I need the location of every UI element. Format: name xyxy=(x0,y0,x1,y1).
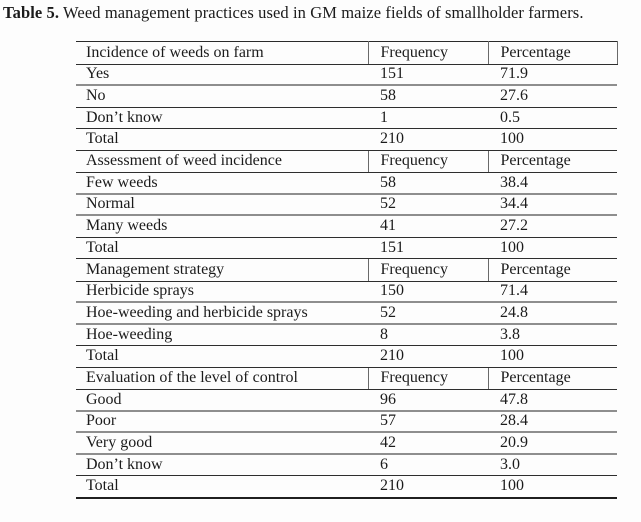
table-row: Hoe-weeding and herbicide sprays 52 24.8 xyxy=(76,302,617,325)
percentage-cell: 38.4 xyxy=(488,172,617,195)
table-row: Herbicide sprays 150 71.4 xyxy=(76,281,617,303)
table-row: No 58 27.6 xyxy=(76,85,617,108)
frequency-cell: 150 xyxy=(368,281,488,303)
percentage-cell: 24.8 xyxy=(488,302,617,325)
category-cell: Yes xyxy=(76,64,368,86)
section-header-row: Management strategy Frequency Percentage xyxy=(76,258,617,282)
caption-text: Weed management practices used in GM mai… xyxy=(59,3,584,22)
total-row: Total 210 100 xyxy=(76,475,617,499)
percentage-cell: 100 xyxy=(488,345,617,368)
percentage-cell: 71.9 xyxy=(488,64,617,86)
section-header-row: Assessment of weed incidence Frequency P… xyxy=(76,150,617,173)
section-title-cell: Evaluation of the level of control xyxy=(76,367,368,390)
table-row: Hoe-weeding 8 3.8 xyxy=(76,323,617,346)
category-cell: No xyxy=(76,85,368,108)
frequency-header-cell: Frequency xyxy=(367,367,488,390)
frequency-cell: 96 xyxy=(368,389,488,412)
percentage-cell: 47.8 xyxy=(488,389,617,412)
frequency-header-cell: Frequency xyxy=(367,150,488,173)
percentage-cell: 27.6 xyxy=(488,85,617,108)
frequency-cell: 58 xyxy=(368,172,488,195)
table-row: Good 96 47.8 xyxy=(76,389,617,412)
percentage-header-cell: Percentage xyxy=(487,367,617,390)
category-cell: Hoe-weeding xyxy=(76,323,368,346)
percentage-cell: 3.8 xyxy=(488,323,617,346)
table-row: Few weeds 58 38.4 xyxy=(76,172,617,195)
section-header-row: Evaluation of the level of control Frequ… xyxy=(76,367,617,390)
table-row: Don’t know 6 3.0 xyxy=(76,453,617,476)
percentage-cell: 71.4 xyxy=(488,281,617,303)
percentage-cell: 0.5 xyxy=(488,107,617,129)
category-cell: Total xyxy=(76,475,368,499)
frequency-cell: 57 xyxy=(368,410,488,433)
percentage-header-cell: Percentage xyxy=(487,41,618,65)
table-row: Very good 42 20.9 xyxy=(76,432,617,455)
section-header-row: Incidence of weeds on farm Frequency Per… xyxy=(76,41,618,65)
percentage-cell: 100 xyxy=(488,128,617,151)
frequency-header-cell: Frequency xyxy=(367,258,488,282)
category-cell: Very good xyxy=(76,432,368,455)
percentage-cell: 100 xyxy=(488,475,617,499)
total-row: Total 210 100 xyxy=(76,128,617,151)
section-title-cell: Assessment of weed incidence xyxy=(76,150,368,173)
table-caption: Table 5. Weed management practices used … xyxy=(3,3,584,23)
category-cell: Total xyxy=(76,128,368,151)
table-row: Yes 151 71.9 xyxy=(76,64,617,86)
total-row: Total 151 100 xyxy=(76,237,617,259)
table-row: Many weeds 41 27.2 xyxy=(76,215,617,238)
percentage-cell: 20.9 xyxy=(488,432,617,455)
category-cell: Don’t know xyxy=(76,107,368,129)
table-row: Don’t know 1 0.5 xyxy=(76,107,617,129)
frequency-cell: 6 xyxy=(368,453,488,476)
frequency-cell: 1 xyxy=(368,107,488,129)
category-cell: Hoe-weeding and herbicide sprays xyxy=(76,302,368,325)
category-cell: Normal xyxy=(76,193,368,216)
percentage-cell: 3.0 xyxy=(488,453,617,476)
table-row: Poor 57 28.4 xyxy=(76,410,617,433)
percentage-header-cell: Percentage xyxy=(487,258,617,282)
frequency-cell: 42 xyxy=(368,432,488,455)
category-cell: Good xyxy=(76,389,368,412)
frequency-cell: 151 xyxy=(368,237,488,259)
section-title-cell: Incidence of weeds on farm xyxy=(76,41,368,65)
percentage-header-cell: Percentage xyxy=(487,150,617,173)
category-cell: Total xyxy=(76,345,368,368)
frequency-cell: 41 xyxy=(368,215,488,238)
weed-management-table: Incidence of weeds on farm Frequency Per… xyxy=(76,41,618,499)
frequency-cell: 52 xyxy=(368,193,488,216)
frequency-cell: 210 xyxy=(368,128,488,151)
frequency-header-cell: Frequency xyxy=(367,41,488,65)
category-cell: Total xyxy=(76,237,368,259)
category-cell: Many weeds xyxy=(76,215,368,238)
frequency-cell: 151 xyxy=(368,64,488,86)
percentage-cell: 28.4 xyxy=(488,410,617,433)
caption-label: Table 5. xyxy=(3,3,60,22)
frequency-cell: 8 xyxy=(368,323,488,346)
percentage-cell: 100 xyxy=(488,237,617,259)
total-row: Total 210 100 xyxy=(76,345,617,368)
category-cell: Don’t know xyxy=(76,453,368,476)
frequency-cell: 52 xyxy=(368,302,488,325)
frequency-cell: 210 xyxy=(368,345,488,368)
percentage-cell: 34.4 xyxy=(488,193,617,216)
percentage-cell: 27.2 xyxy=(488,215,617,238)
category-cell: Few weeds xyxy=(76,172,368,195)
frequency-cell: 210 xyxy=(368,475,488,499)
category-cell: Poor xyxy=(76,410,368,433)
category-cell: Herbicide sprays xyxy=(76,281,368,303)
section-title-cell: Management strategy xyxy=(76,258,368,282)
table-row: Normal 52 34.4 xyxy=(76,193,617,216)
frequency-cell: 58 xyxy=(368,85,488,108)
